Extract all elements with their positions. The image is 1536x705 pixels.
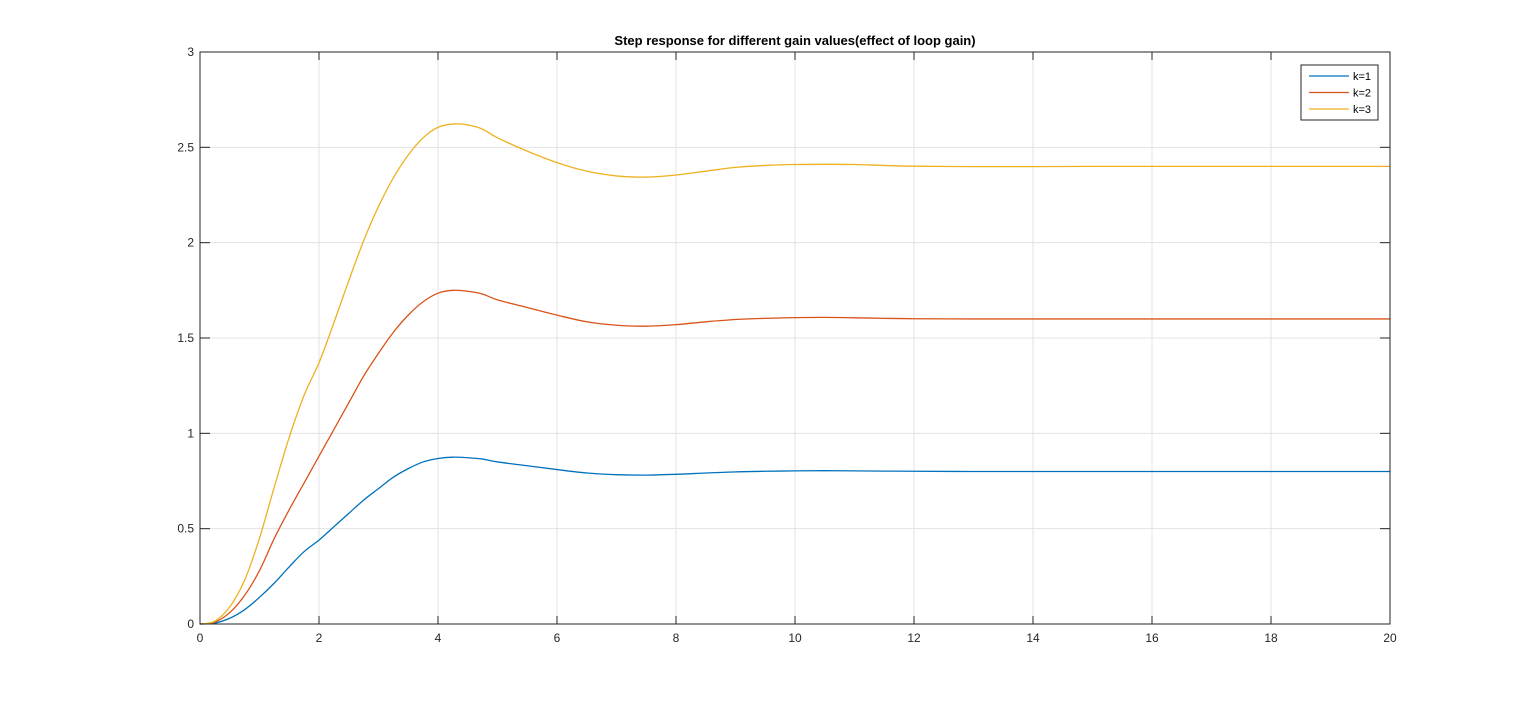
chart-title: Step response for different gain values(… xyxy=(614,33,975,48)
series-line-k2 xyxy=(199,289,1390,625)
axis-ticks xyxy=(199,51,1391,625)
y-tick-label: 0 xyxy=(187,617,194,631)
data-series xyxy=(199,123,1390,625)
x-tick-label: 6 xyxy=(554,631,561,645)
x-tick-label: 16 xyxy=(1145,631,1159,645)
series-line-k3 xyxy=(199,123,1390,625)
legend-label: k=1 xyxy=(1353,71,1371,83)
x-tick-label: 20 xyxy=(1383,631,1397,645)
x-tick-label: 10 xyxy=(788,631,802,645)
y-tick-label: 2 xyxy=(187,236,194,250)
x-tick-label: 4 xyxy=(435,631,442,645)
y-tick-label: 2.5 xyxy=(177,140,194,154)
legend-label: k=3 xyxy=(1353,104,1371,116)
x-tick-label: 18 xyxy=(1264,631,1278,645)
x-tick-label: 0 xyxy=(197,631,204,645)
y-tick-label: 1.5 xyxy=(177,331,194,345)
y-tick-label: 3 xyxy=(187,45,194,59)
grid-lines xyxy=(200,52,1390,624)
series-line-k1 xyxy=(199,456,1390,625)
x-tick-label: 2 xyxy=(316,631,323,645)
x-tick-label: 14 xyxy=(1026,631,1040,645)
x-tick-label: 12 xyxy=(907,631,921,645)
y-tick-label: 1 xyxy=(187,426,194,440)
legend[interactable]: k=1 k=2 k=3 xyxy=(1300,64,1379,121)
legend-label: k=2 xyxy=(1353,88,1371,100)
axis-tick-labels: 0 2 4 6 8 10 12 14 16 18 20 0 0.5 1 1.5 2 2.5 3 xyxy=(177,45,1397,645)
y-tick-label: 0.5 xyxy=(177,522,194,536)
x-tick-label: 8 xyxy=(673,631,680,645)
